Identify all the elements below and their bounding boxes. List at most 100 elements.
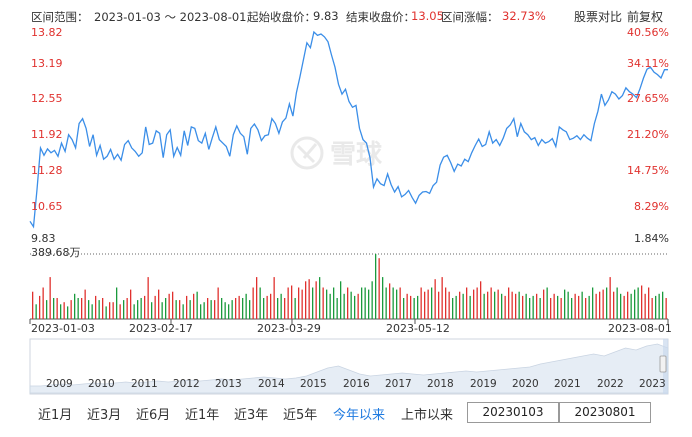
volume-bar [606,287,608,319]
range-button-since-listing[interactable]: 上市以来 [401,408,454,423]
y-left-tick: 13.82 [31,26,63,39]
volume-bar [546,287,548,319]
volume-bar [361,287,363,319]
range-button-5y[interactable]: 近5年 [283,408,318,423]
volume-bar [291,285,293,319]
volume-bar [126,298,128,319]
volume-bar [368,289,370,319]
volume-bar [32,291,34,319]
range-button-6m[interactable]: 近6月 [136,408,171,423]
volume-bar [655,295,657,319]
volume-bar [280,293,282,319]
volume-bar [490,287,492,319]
volume-bar [424,291,426,319]
change-label: 区间涨幅： [441,10,499,24]
range-button-1y[interactable]: 近1年 [185,408,220,423]
volume-bar [518,291,520,319]
range-button-1m[interactable]: 近1月 [38,408,73,423]
volume-bar [567,291,569,319]
volume-bar [578,295,580,319]
range-button-ytd[interactable]: 今年以来 [333,408,386,423]
volume-bar [616,287,618,319]
volume-bar [91,304,93,319]
volume-bar [116,287,118,319]
navigator-year-label: 2015 [300,378,327,390]
volume-bar [77,298,79,319]
volume-bar [448,291,450,319]
volume-bar [238,295,240,319]
volume-bar [364,287,366,319]
y-right-tick: 8.29% [634,200,669,213]
volume-bar [39,295,41,319]
volume-bar [210,300,212,319]
volume-bar [242,298,244,319]
volume-bar [112,302,114,319]
volume-bar [277,298,279,319]
volume-bar [564,289,566,319]
volume-bar [588,295,590,319]
volume-bar [172,291,174,319]
y-right-tick: 34.11% [627,57,669,70]
volume-bar [56,298,58,319]
volume-bar [613,291,615,319]
volume-bar [515,293,517,319]
volume-bar [455,295,457,319]
volume-bar [252,287,254,319]
volume-bar [158,289,160,319]
volume-bar [84,289,86,319]
volume-bar [200,304,202,319]
volume-bar [102,298,104,319]
volume-bar [333,287,335,319]
x-tick-label: 2023-03-29 [257,322,321,335]
range-button-3m[interactable]: 近3月 [87,408,122,423]
volume-bar [354,295,356,319]
snowball-logo-icon [290,136,324,170]
y-right-tick: 14.75% [627,164,669,177]
start-date-input[interactable]: 20230103 [467,402,559,423]
volume-bar [130,289,132,319]
volume-bar [648,287,650,319]
volume-bar [396,289,398,319]
navigator-year-label: 2021 [554,378,581,390]
volume-bar [88,300,90,319]
volume-bar [487,291,489,319]
forward-adjust-link[interactable]: 前复权 [627,10,664,24]
end-price-label: 结束收盘价： [346,10,415,24]
navigator-history-area [29,343,669,394]
volume-bar [98,300,100,319]
volume-bar [494,291,496,319]
volume-bar [413,298,415,319]
volume-bar [49,277,51,319]
volume-bar [154,295,156,319]
volume-bar [151,302,153,319]
price-chart[interactable]: 雪球 [0,0,692,340]
navigator-year-label: 2009 [46,378,73,390]
y-right-tick: 1.84% [634,232,669,245]
volume-bar [539,298,541,319]
volume-bar [287,287,289,319]
volume-bar [627,291,629,319]
navigator-year-label: 2011 [131,378,158,390]
x-tick-label: 2023-01-03 [31,322,95,335]
range-navigator[interactable] [0,338,692,396]
y-left-tick: 10.65 [31,200,63,213]
volume-bar [410,295,412,319]
volume-bar [196,291,198,319]
range-button-3y[interactable]: 近3年 [234,408,269,423]
x-tick-label: 2023-05-12 [386,322,450,335]
volume-bar [186,295,188,319]
volume-bar [119,304,121,319]
stock-compare-link[interactable]: 股票对比 [574,10,623,24]
volume-bar [399,287,401,319]
navigator-handle[interactable] [659,355,667,373]
volume-bar [133,304,135,319]
volume-bar [466,287,468,319]
volume-bar [480,281,482,319]
volume-bar [231,300,233,319]
volume-bar [431,287,433,319]
start-price-value: 9.83 [313,9,339,23]
volume-bar [273,277,275,319]
end-date-input[interactable]: 20230801 [559,402,651,423]
start-price-label: 起始收盘价： [247,10,316,24]
range-value: 2023-01-03 ～ 2023-08-01 [94,10,247,24]
